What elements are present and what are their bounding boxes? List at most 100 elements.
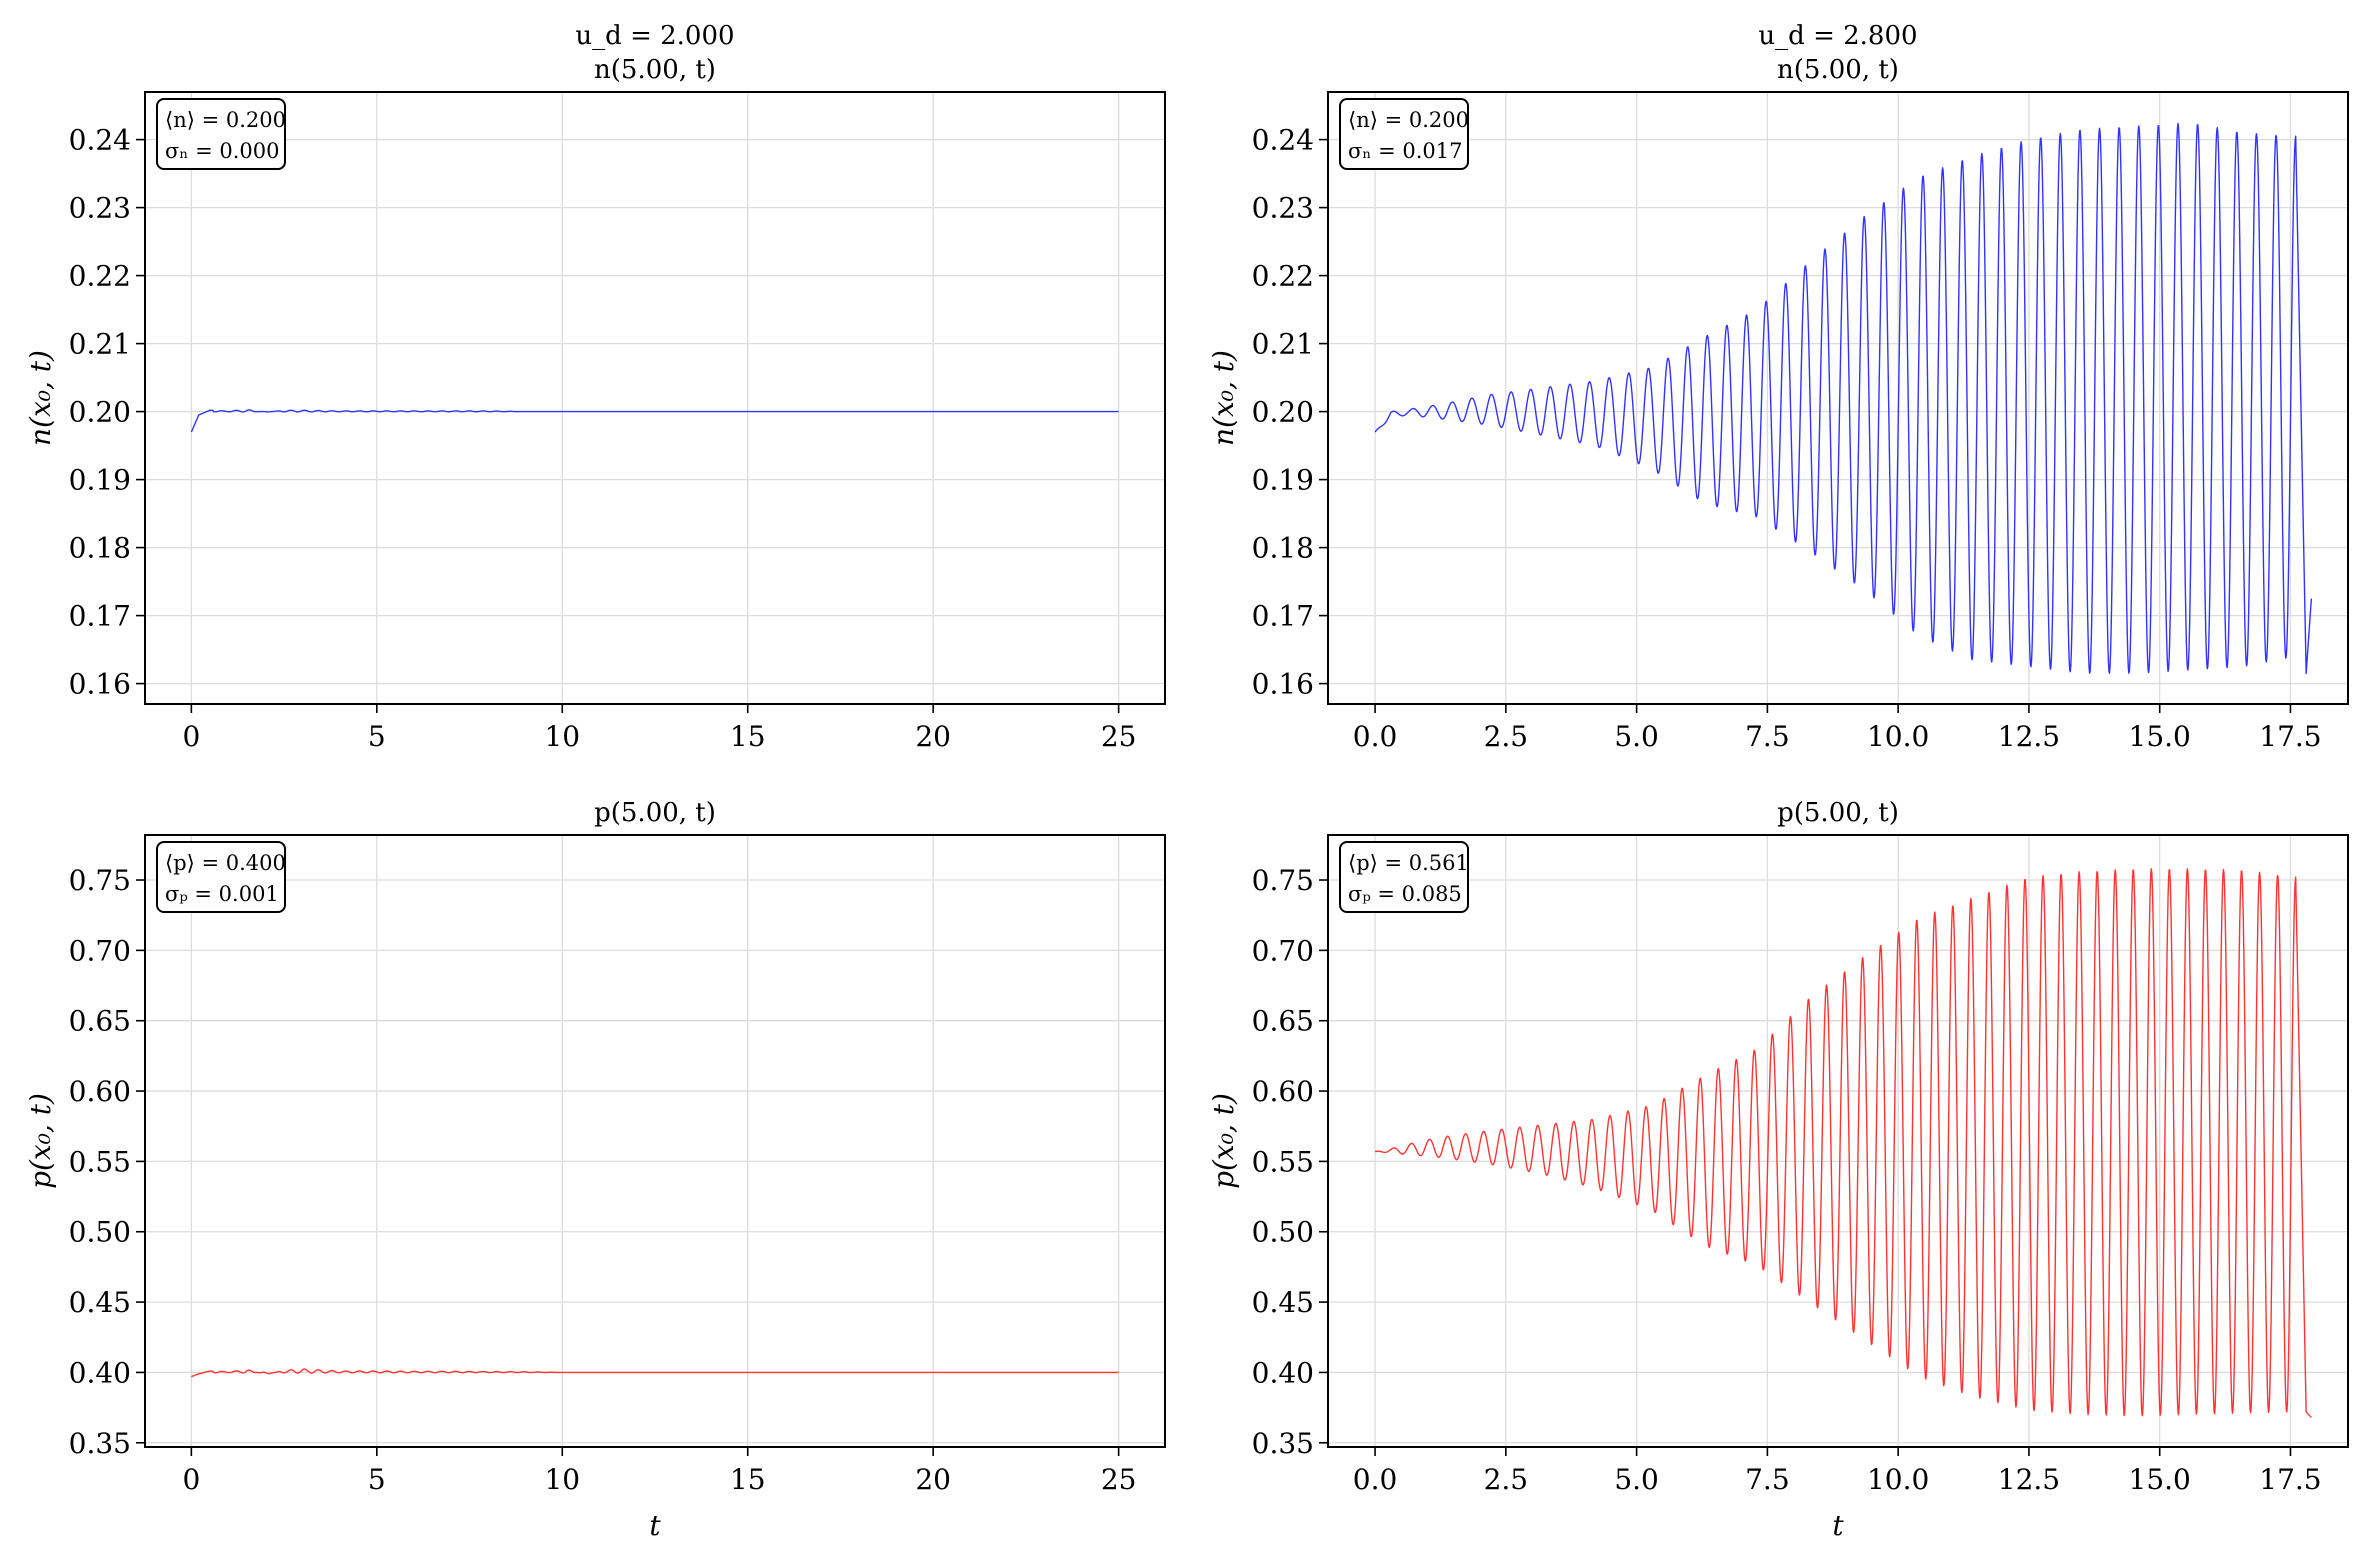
- y-tick-label: 0.35: [69, 1427, 131, 1460]
- y-axis-label: p(x₀, t): [1207, 1093, 1240, 1189]
- y-tick-label: 0.55: [69, 1145, 131, 1178]
- y-tick-label: 0.45: [1252, 1286, 1314, 1319]
- x-tick-label: 17.5: [2259, 1463, 2321, 1496]
- chart-title: p(5.00, t): [1777, 798, 1899, 828]
- y-tick-label: 0.65: [69, 1005, 131, 1038]
- y-axis-label: n(x₀, t): [24, 350, 57, 446]
- x-tick-label: 25: [1101, 720, 1137, 753]
- chart-title: n(5.00, t): [1777, 55, 1899, 85]
- x-tick-label: 10.0: [1867, 1463, 1929, 1496]
- x-tick-label: 20: [915, 1463, 951, 1496]
- panel-4: 0.0 2.5 5.0 7.5 10.0 12.5 15.0 17.5 0.35 0.40 0.45…: [1207, 798, 2349, 1542]
- x-axis-label: t: [1832, 1509, 1844, 1542]
- x-tick-label: 5.0: [1614, 1463, 1659, 1496]
- y-tick-label: 0.70: [1252, 934, 1314, 967]
- y-tick-label: 0.20: [69, 396, 131, 429]
- x-tick-label: 10: [544, 720, 580, 753]
- y-tick-label: 0.23: [1252, 192, 1314, 225]
- x-tick-label: 25: [1101, 1463, 1137, 1496]
- y-tick-label: 0.40: [1252, 1356, 1314, 1389]
- stats-text: ⟨n⟩ = 0.200: [165, 108, 286, 132]
- y-tick-label: 0.18: [69, 532, 131, 565]
- x-tick-label: 15: [730, 1463, 766, 1496]
- x-tick-label: 10.0: [1867, 720, 1929, 753]
- plot-frame: [144, 91, 1166, 705]
- stats-text: ⟨n⟩ = 0.200: [1348, 108, 1469, 132]
- series-line: [1374, 122, 2313, 675]
- x-tick-label: 0: [182, 720, 200, 753]
- y-tick-label: 0.19: [1252, 464, 1314, 497]
- plot-frame: [1327, 91, 2349, 705]
- y-tick-label: 0.23: [69, 192, 131, 225]
- y-tick-label: 0.16: [1252, 668, 1314, 701]
- y-tick-label: 0.24: [69, 124, 131, 157]
- stats-text: σₙ = 0.000: [165, 139, 280, 163]
- y-tick-label: 0.65: [1252, 1005, 1314, 1038]
- x-tick-label: 15: [730, 720, 766, 753]
- x-tick-label: 12.5: [1998, 1463, 2060, 1496]
- chart-title: u_d = 2.000: [575, 21, 734, 51]
- x-tick-label: 20: [915, 720, 951, 753]
- chart-title: n(5.00, t): [594, 55, 716, 85]
- x-tick-label: 0: [182, 1463, 200, 1496]
- y-axis-label: p(x₀, t): [24, 1093, 57, 1189]
- x-tick-label: 0.0: [1353, 1463, 1398, 1496]
- x-tick-label: 2.5: [1484, 720, 1529, 753]
- stats-box: [156, 98, 286, 170]
- y-tick-label: 0.70: [69, 934, 131, 967]
- x-tick-label: 15.0: [2129, 720, 2191, 753]
- plot-frame: [1327, 834, 2349, 1448]
- panel-3: 0 5 10 15 20 25 0.35 0.40 0.45 0.50 0.55 0.60 0.65 0.…: [24, 798, 1166, 1542]
- y-tick-label: 0.22: [1252, 260, 1314, 293]
- chart-title: u_d = 2.800: [1758, 21, 1917, 51]
- y-tick-label: 0.16: [69, 668, 131, 701]
- stats-text: ⟨p⟩ = 0.561: [1348, 851, 1469, 875]
- y-tick-label: 0.60: [69, 1075, 131, 1108]
- y-tick-label: 0.75: [1252, 864, 1314, 897]
- y-tick-label: 0.17: [1252, 600, 1314, 633]
- y-tick-label: 0.55: [1252, 1145, 1314, 1178]
- y-tick-label: 0.50: [69, 1216, 131, 1249]
- y-tick-label: 0.50: [1252, 1216, 1314, 1249]
- x-tick-label: 0.0: [1353, 720, 1398, 753]
- y-tick-label: 0.35: [1252, 1427, 1314, 1460]
- x-tick-label: 15.0: [2129, 1463, 2191, 1496]
- plot-frame: [144, 834, 1166, 1448]
- x-tick-label: 17.5: [2259, 720, 2321, 753]
- stats-text: ⟨p⟩ = 0.400: [165, 851, 286, 875]
- y-tick-label: 0.21: [1252, 328, 1314, 361]
- stats-box: [156, 841, 286, 913]
- series-line: [190, 409, 1119, 433]
- series-line: [1374, 868, 2312, 1418]
- stats-box: [1339, 98, 1469, 170]
- y-tick-label: 0.19: [69, 464, 131, 497]
- stats-text: σₚ = 0.085: [1348, 882, 1462, 906]
- x-tick-label: 7.5: [1745, 1463, 1790, 1496]
- panel-2: 0.0 2.5 5.0 7.5 10.0 12.5 15.0 17.5 0.16 0.17 0.18…: [1207, 21, 2349, 753]
- stats-box: [1339, 841, 1469, 913]
- x-axis-label: t: [649, 1509, 661, 1542]
- y-tick-label: 0.75: [69, 864, 131, 897]
- stats-text: σₙ = 0.017: [1348, 139, 1463, 163]
- x-tick-label: 5: [368, 1463, 386, 1496]
- series-line: [191, 1368, 1119, 1378]
- y-tick-label: 0.18: [1252, 532, 1314, 565]
- panels: 0 5 10 15 20 25 0.16 0.17 0.18 0.19 0.20 0.21 0.22 0.…: [24, 21, 2349, 1542]
- x-tick-label: 10: [544, 1463, 580, 1496]
- x-tick-label: 2.5: [1484, 1463, 1529, 1496]
- stats-text: σₚ = 0.001: [165, 882, 279, 906]
- y-tick-label: 0.20: [1252, 396, 1314, 429]
- x-tick-label: 5: [368, 720, 386, 753]
- y-tick-label: 0.60: [1252, 1075, 1314, 1108]
- x-tick-label: 12.5: [1998, 720, 2060, 753]
- panel-1: 0 5 10 15 20 25 0.16 0.17 0.18 0.19 0.20 0.21 0.22 0.…: [24, 21, 1166, 753]
- y-axis-label: n(x₀, t): [1207, 350, 1240, 446]
- y-tick-label: 0.45: [69, 1286, 131, 1319]
- y-tick-label: 0.24: [1252, 124, 1314, 157]
- x-tick-label: 7.5: [1745, 720, 1790, 753]
- y-tick-label: 0.40: [69, 1356, 131, 1389]
- y-tick-label: 0.17: [69, 600, 131, 633]
- y-tick-label: 0.21: [69, 328, 131, 361]
